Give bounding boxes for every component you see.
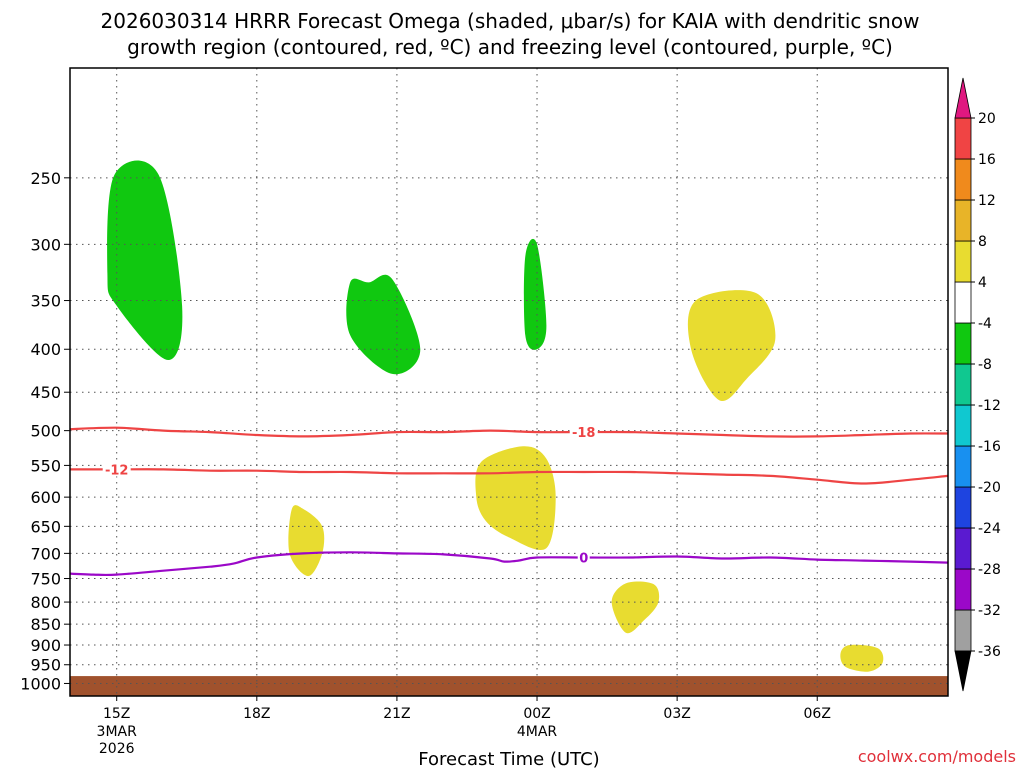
x-tick-date-label: 3MAR xyxy=(97,724,138,740)
colorbar-label: 8 xyxy=(978,234,987,250)
x-tick-label: 03Z xyxy=(663,706,690,722)
y-tick-label: 700 xyxy=(30,544,61,563)
colorbar-label: -36 xyxy=(978,644,1001,660)
site-credit: coolwx.com/models xyxy=(858,747,1016,766)
colorbar-label: 20 xyxy=(978,111,996,127)
y-tick-label: 450 xyxy=(30,383,61,402)
y-tick-label: 950 xyxy=(30,656,61,675)
y-tick-label: 500 xyxy=(30,422,61,441)
omega-region xyxy=(687,290,776,402)
ground-terrain xyxy=(70,676,948,696)
x-tick-date-label: 4MAR xyxy=(517,724,558,740)
contour-line xyxy=(70,468,948,485)
omega-region xyxy=(346,274,421,375)
y-tick-label: 800 xyxy=(30,593,61,612)
x-tick-date-label: 2026 xyxy=(99,741,135,757)
omega-region xyxy=(475,446,556,551)
y-tick-label: 850 xyxy=(30,615,61,634)
y-tick-label: 400 xyxy=(30,340,61,359)
colorbar-label: 4 xyxy=(978,275,987,291)
colorbar-segment xyxy=(954,363,972,406)
contour-lines xyxy=(70,426,948,577)
omega-region xyxy=(611,581,660,634)
colorbar-segment xyxy=(954,240,972,283)
contour-line xyxy=(70,426,948,438)
colorbar-segment xyxy=(954,609,972,652)
colorbar-segment xyxy=(954,527,972,570)
colorbar-segment xyxy=(954,281,972,324)
chart-title-line2: growth region (contoured, red, ºC) and f… xyxy=(127,35,893,59)
colorbar-label: 12 xyxy=(978,193,996,209)
colorbar-label: -12 xyxy=(978,398,1001,414)
colorbar-segment xyxy=(954,322,972,365)
contour-labels: -18 -12 0 xyxy=(102,425,598,567)
x-tick-label: 00Z xyxy=(523,706,550,722)
colorbar-segment xyxy=(954,199,972,242)
x-tick-label: 18Z xyxy=(243,706,270,722)
grid-lines xyxy=(70,68,948,696)
chart-title-line1: 2026030314 HRRR Forecast Omega (shaded, … xyxy=(101,9,920,33)
colorbar-label: -28 xyxy=(978,562,1001,578)
y-tick-label: 350 xyxy=(30,292,61,311)
contour-label-bg xyxy=(577,550,590,565)
x-axis-title: Forecast Time (UTC) xyxy=(418,749,599,768)
contour-label-bg xyxy=(569,425,598,440)
omega-colorbar: -36 -32 -28 -24 -20 -16 -12 -8 -4 4 8 12 16 20 xyxy=(954,77,1001,692)
contour-label: -12 xyxy=(105,463,129,478)
colorbar-segment xyxy=(954,568,972,611)
colorbar-label: -24 xyxy=(978,521,1001,537)
omega-region xyxy=(523,238,547,350)
omega-region xyxy=(107,160,183,360)
y-tick-label: 300 xyxy=(30,235,61,254)
contour-label: 0 xyxy=(579,552,588,567)
y-tick-label: 750 xyxy=(30,570,61,589)
x-tick-label: 15Z xyxy=(103,706,130,722)
contour-line xyxy=(70,551,948,577)
colorbar-label: -20 xyxy=(978,480,1001,496)
omega-region xyxy=(840,644,884,672)
colorbar-label: 16 xyxy=(978,152,996,168)
y-axis: 250 300 350 400 450 500 550 600 650 700 750 800 850 9… xyxy=(20,169,70,693)
y-tick-label: 550 xyxy=(30,456,61,475)
x-tick-label: 06Z xyxy=(804,706,831,722)
plot-area xyxy=(70,160,948,696)
colorbar-segment xyxy=(954,117,972,160)
y-tick-label: 1000 xyxy=(20,674,61,693)
y-tick-label: 250 xyxy=(30,169,61,188)
y-tick-label: 900 xyxy=(30,636,61,655)
plot-frame xyxy=(69,67,949,697)
colorbar-label: -32 xyxy=(978,603,1001,619)
y-tick-label: 600 xyxy=(30,488,61,507)
omega-region xyxy=(288,505,325,577)
colorbar-segment xyxy=(954,158,972,201)
colorbar-segment xyxy=(954,445,972,488)
colorbar-label: -4 xyxy=(978,316,992,332)
contour-label-bg xyxy=(102,462,131,477)
colorbar-min-arrow xyxy=(954,650,972,692)
colorbar-segment xyxy=(954,486,972,529)
colorbar-label: -8 xyxy=(978,357,992,373)
x-tick-label: 21Z xyxy=(383,706,410,722)
colorbar-label: -16 xyxy=(978,439,1001,455)
colorbar-segment xyxy=(954,404,972,447)
colorbar-max-arrow xyxy=(954,77,972,119)
contour-label: -18 xyxy=(572,426,596,441)
y-tick-label: 650 xyxy=(30,517,61,536)
